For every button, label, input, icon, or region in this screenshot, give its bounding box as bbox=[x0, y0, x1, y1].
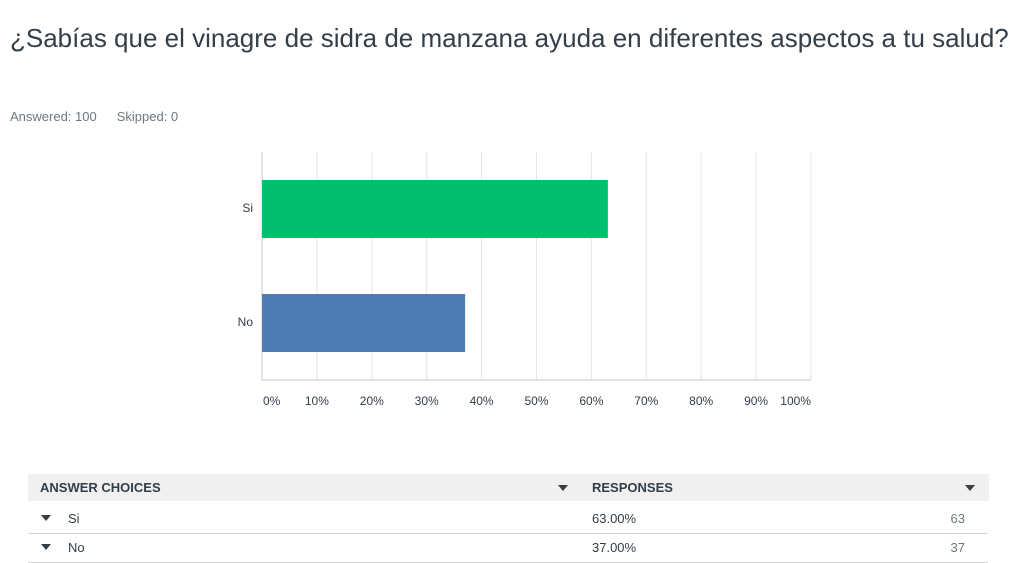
cell: 37.00% bbox=[592, 540, 637, 555]
skipped: Skipped: 0 bbox=[116, 109, 179, 124]
cell: No bbox=[68, 540, 85, 555]
x-tick-label: 60% bbox=[579, 394, 603, 408]
sort-icon bbox=[965, 485, 975, 491]
x-tick-label: 0% bbox=[263, 394, 281, 408]
x-tick-label: 20% bbox=[360, 394, 384, 408]
x-tick-label: 100% bbox=[780, 394, 811, 408]
chart: 0% 10% 20% 30% 40% 50% 60% 70% 80% 90% 100% Si No bbox=[238, 152, 812, 408]
bar bbox=[262, 294, 466, 352]
x-tick-label: 30% bbox=[415, 394, 439, 408]
answered: Answered: 100 bbox=[10, 109, 97, 124]
cell: 63.00% bbox=[592, 511, 637, 526]
expand-icon bbox=[41, 544, 51, 550]
question-title: ¿Sabías que el vinagre de sidra de manza… bbox=[10, 23, 1009, 53]
bar bbox=[262, 180, 608, 238]
x-tick-label: 90% bbox=[744, 394, 768, 408]
x-tick-label: 70% bbox=[634, 394, 658, 408]
y-tick-label: No bbox=[238, 315, 254, 329]
x-tick-label: 50% bbox=[524, 394, 548, 408]
header-cell: ANSWER CHOICES bbox=[28, 474, 588, 501]
x-tick-label: 80% bbox=[689, 394, 713, 408]
meta: Answered: 100 Skipped: 0 bbox=[10, 109, 198, 124]
sort-icon bbox=[558, 485, 568, 491]
cell: 63 bbox=[950, 511, 965, 526]
cell: Si bbox=[68, 511, 80, 526]
header-cell: RESPONSES bbox=[579, 474, 989, 501]
expand-icon bbox=[41, 515, 51, 521]
row-divider bbox=[28, 533, 988, 534]
y-tick-label: Si bbox=[242, 201, 253, 215]
cell: 37 bbox=[950, 540, 965, 555]
x-tick-label: 40% bbox=[470, 394, 494, 408]
x-tick-label: 10% bbox=[305, 394, 329, 408]
